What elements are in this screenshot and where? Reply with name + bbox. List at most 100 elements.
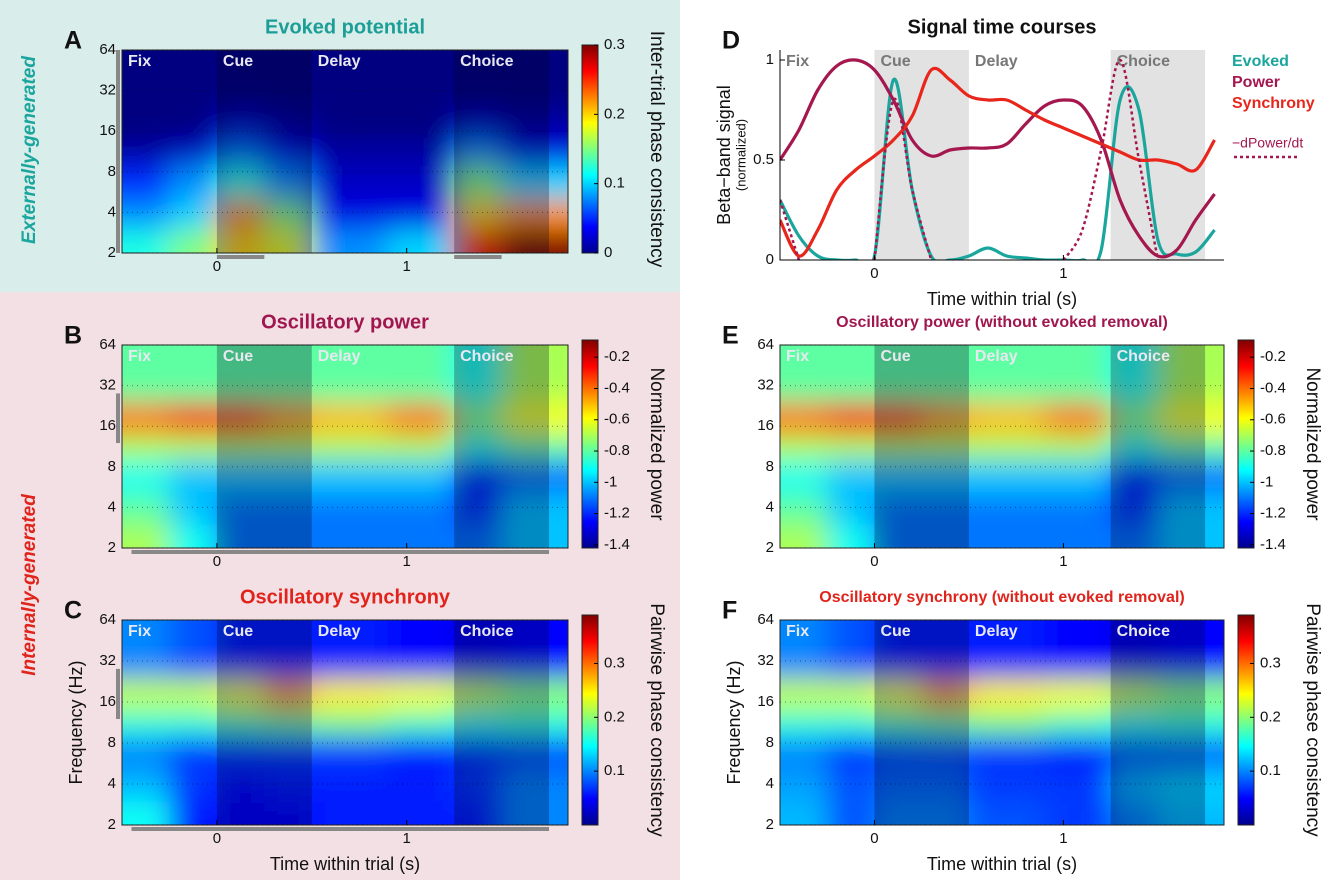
y-axis-label: Beta−band signal xyxy=(714,85,734,225)
heatmap-cell xyxy=(169,229,218,253)
heatmap xyxy=(122,620,568,825)
x-tick-label: 1 xyxy=(403,553,411,570)
heatmap-cell xyxy=(216,164,265,200)
heatmap-cell xyxy=(169,524,218,548)
heatmap-cell xyxy=(780,494,828,525)
heatmap-cell xyxy=(827,620,875,679)
heatmap-cell xyxy=(874,736,923,772)
epoch-label: Fix xyxy=(128,348,151,365)
chart-title: Signal time courses xyxy=(908,16,1097,38)
y-tick-label: 2 xyxy=(766,816,774,833)
plot-frame xyxy=(779,619,1225,826)
epoch-label: Choice xyxy=(1117,623,1170,640)
x-tick-label: 1 xyxy=(1059,553,1067,570)
y-tick-label: 4 xyxy=(766,498,774,515)
heatmap-cell xyxy=(454,801,503,825)
heatmap-cell xyxy=(827,345,875,403)
heatmap-cell xyxy=(874,524,923,548)
colorbar-label: Pairwise phase consistency xyxy=(646,603,667,837)
heatmap-cell xyxy=(1110,736,1159,772)
heatmap-cell xyxy=(122,620,170,679)
heatmap-cell xyxy=(387,164,455,200)
heatmap-cell xyxy=(874,709,923,737)
heatmap-cell xyxy=(1044,494,1112,525)
heatmap-cell xyxy=(454,434,503,461)
heatmap-cell xyxy=(454,459,503,495)
heatmap-cell xyxy=(501,709,568,737)
side-label: Externally-generated xyxy=(19,56,40,244)
heatmap-cell xyxy=(1044,434,1112,461)
y-tick-label: 16 xyxy=(757,693,774,710)
plot-frame xyxy=(121,49,569,254)
heatmap xyxy=(122,50,568,253)
heatmap-cell xyxy=(387,620,455,679)
heatmap-cell xyxy=(1110,494,1159,525)
heatmap-cell xyxy=(874,620,923,679)
heatmap-cell xyxy=(968,494,1046,525)
heatmap-cell xyxy=(216,50,265,108)
y-axis-sublabel: (normalized) xyxy=(733,119,748,191)
y-tick-label: 32 xyxy=(757,377,774,394)
heatmap-cell xyxy=(387,50,455,108)
heatmap-cell xyxy=(169,139,218,166)
heatmap-cell xyxy=(122,229,170,253)
series-line xyxy=(780,58,1160,260)
heatmap-cell xyxy=(169,620,218,679)
heatmap-cell xyxy=(311,164,389,200)
heatmap-cell xyxy=(216,139,265,166)
heatmap-cell xyxy=(122,801,170,825)
heatmap-cell xyxy=(968,736,1046,772)
heatmap-cell xyxy=(501,801,568,825)
heatmap-cell xyxy=(780,402,828,435)
heatmap-cell xyxy=(169,164,218,200)
colorbar-tick-label: -0.8 xyxy=(1260,442,1286,459)
colorbar xyxy=(1237,339,1255,549)
heatmap-cell xyxy=(968,345,1046,403)
epoch-label: Fix xyxy=(786,623,809,640)
heatmap-cell xyxy=(264,402,313,435)
heatmap-cell xyxy=(827,402,875,435)
heatmap-cells xyxy=(122,50,568,253)
colorbar-tick-label: 0.2 xyxy=(604,708,625,725)
series-line xyxy=(780,77,1216,260)
heatmap-cell xyxy=(169,345,218,403)
heatmap-cell xyxy=(1044,459,1112,495)
colorbar-tick-label: 0.1 xyxy=(604,762,625,779)
heatmap-cell xyxy=(387,770,455,802)
heatmap-cell xyxy=(454,50,503,108)
heatmap-cell xyxy=(387,107,455,140)
x-axis-label: Time within trial (s) xyxy=(927,289,1077,309)
heatmap-cell xyxy=(264,164,313,200)
heatmap-cell xyxy=(122,494,170,525)
heatmap-cell xyxy=(921,345,970,403)
heatmap-cell xyxy=(501,164,568,200)
heatmap-cell xyxy=(827,524,875,548)
y-tick-label: 2 xyxy=(108,244,116,261)
heatmap-cells xyxy=(122,345,568,548)
chart-title: Oscillatory power xyxy=(261,311,429,333)
heatmap-cell xyxy=(501,434,568,461)
heatmap-cell xyxy=(921,736,970,772)
heatmap-cell xyxy=(1157,402,1224,435)
x-tick-label: 0 xyxy=(213,553,221,570)
heatmap-cell xyxy=(311,345,389,403)
colorbar-tick-label: 0.1 xyxy=(1260,762,1281,779)
heatmap-cells xyxy=(780,345,1224,548)
heatmap-cell xyxy=(264,229,313,253)
plot-frame xyxy=(779,344,1225,549)
heatmap-cell xyxy=(501,459,568,495)
heatmap-cell xyxy=(454,494,503,525)
x-tick-label: 1 xyxy=(1059,830,1067,847)
x-tick-label: 1 xyxy=(403,830,411,847)
panel-letter: C xyxy=(64,597,82,625)
heatmap-cells xyxy=(122,620,568,825)
heatmap-cell xyxy=(827,709,875,737)
heatmap-cell xyxy=(311,459,389,495)
y-tick-label: 8 xyxy=(108,163,116,180)
heatmap-cell xyxy=(921,434,970,461)
heatmap-cell xyxy=(501,50,568,108)
heatmap-cell xyxy=(169,459,218,495)
heatmap-cell xyxy=(921,678,970,711)
heatmap-cell xyxy=(921,494,970,525)
